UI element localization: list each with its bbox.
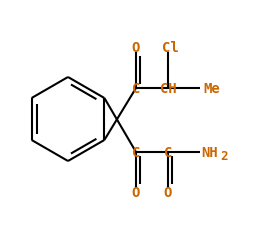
- Text: C: C: [164, 146, 172, 160]
- Text: Me: Me: [204, 82, 220, 96]
- Text: C: C: [132, 146, 140, 160]
- Text: Cl: Cl: [162, 41, 178, 55]
- Text: CH: CH: [160, 82, 176, 96]
- Text: O: O: [132, 41, 140, 55]
- Text: O: O: [132, 186, 140, 200]
- Text: NH: NH: [202, 146, 218, 160]
- Text: O: O: [164, 186, 172, 200]
- Text: 2: 2: [220, 150, 228, 163]
- Text: C: C: [132, 82, 140, 96]
